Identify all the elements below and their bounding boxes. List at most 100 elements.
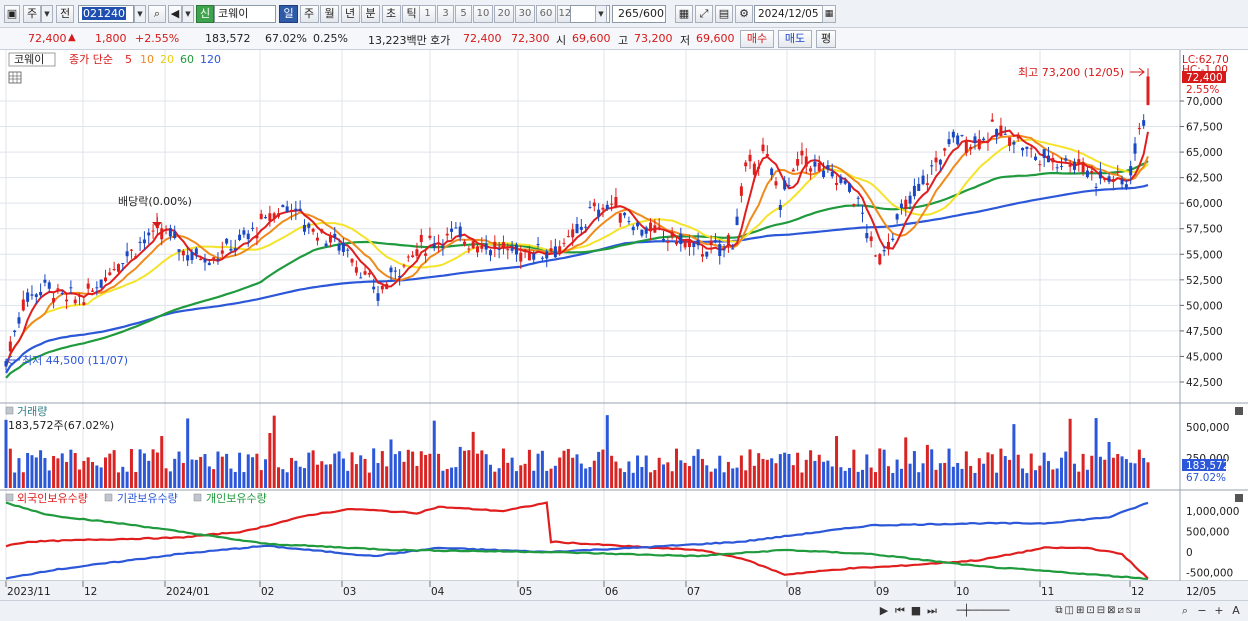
chart-settings-icon[interactable]: ▦: [675, 5, 693, 23]
volume-bar: [804, 459, 808, 488]
candle-body: [1081, 162, 1085, 173]
volume-bar: [683, 462, 687, 488]
scroll-right-icon[interactable]: ▶: [879, 604, 889, 617]
volume-bar: [861, 469, 864, 488]
period-dropdown-icon[interactable]: ▼: [41, 5, 53, 23]
volume-bar: [1085, 469, 1089, 488]
calendar-icon[interactable]: ▦: [822, 5, 836, 23]
gear-icon[interactable]: ⚙: [735, 5, 753, 23]
timeframe-tab-2[interactable]: 월: [320, 5, 339, 23]
volume-panel-close-icon[interactable]: [1235, 407, 1243, 415]
search-icon[interactable]: ⌕: [148, 5, 166, 23]
table-toggle-icon[interactable]: [8, 71, 22, 84]
volume-bar: [869, 467, 873, 488]
zoom-slider[interactable]: ─┼──────: [956, 604, 1010, 617]
candle-body: [601, 207, 605, 210]
candle-body: [636, 222, 640, 227]
interval-button-3[interactable]: 3: [437, 5, 454, 23]
x-axis-tick: 08: [788, 586, 801, 598]
buy-button[interactable]: 매수: [740, 30, 774, 48]
volume-bar: [601, 449, 605, 488]
drawing-tools-icon[interactable]: ⧉◫⊞⊡⊟⊠⧄⧅⧆: [1055, 605, 1143, 616]
chart-area[interactable]: 코웨이 종가 단순 5 10 20 60 120 최고 73,200 (12/0…: [0, 50, 1248, 621]
volume-bar: [990, 454, 994, 488]
volume-bar: [454, 467, 458, 488]
volume-bar: [791, 465, 795, 488]
holdings-axis-tick: 0: [1186, 547, 1193, 559]
candle-body: [644, 227, 648, 234]
period-selector[interactable]: 주: [23, 5, 41, 23]
jump-end-icon[interactable]: ⏭: [927, 604, 937, 617]
last-pct-tag: 2.55%: [1186, 84, 1219, 96]
timeframe-tab-4[interactable]: 분: [361, 5, 380, 23]
candle-body: [298, 208, 302, 211]
speaker-dropdown-icon[interactable]: ▼: [182, 5, 194, 23]
interval-button-20[interactable]: 20: [494, 5, 514, 23]
previous-button[interactable]: 전: [56, 5, 74, 23]
timeframe-tab-3[interactable]: 년: [340, 5, 360, 23]
candle-body: [553, 246, 557, 258]
stock-code-input[interactable]: 021240: [78, 5, 134, 23]
candle-body: [1120, 179, 1124, 185]
candle-body: [848, 183, 852, 192]
volume-bar: [506, 462, 510, 488]
stock-name-field[interactable]: 코웨이: [214, 5, 276, 23]
draw-tool-icon[interactable]: ⤢: [695, 5, 713, 23]
volume-bar: [986, 452, 990, 488]
stock-tag: 코웨이: [14, 53, 44, 66]
font-size-icon[interactable]: A: [1232, 604, 1240, 617]
candle-body: [830, 171, 834, 177]
data-count-field[interactable]: 265 /600: [612, 5, 666, 23]
volume-bar: [597, 451, 601, 488]
candle-body: [869, 236, 873, 242]
candle-body: [281, 205, 285, 208]
volume-bar: [1094, 418, 1098, 488]
chart-canvas[interactable]: 코웨이 종가 단순 5 10 20 60 120 최고 73,200 (12/0…: [0, 50, 1248, 621]
candle-body: [735, 216, 739, 225]
volume-bar: [722, 472, 726, 488]
interval-button-60[interactable]: 60: [536, 5, 556, 23]
candle-body: [17, 317, 21, 324]
ma-legend-5: 5: [125, 53, 132, 66]
volume-bar: [757, 453, 761, 488]
timeframe-tab-5[interactable]: 초: [381, 5, 401, 23]
volume-panel-icon[interactable]: [5, 406, 14, 415]
open-label: 시: [556, 34, 567, 47]
interval-button-30[interactable]: 30: [515, 5, 535, 23]
custom-interval-dropdown-icon[interactable]: ▼: [595, 5, 607, 23]
interval-button-1[interactable]: 1: [419, 5, 436, 23]
ma-legend-10: 10: [140, 53, 154, 66]
volume-bar: [1107, 441, 1111, 488]
holdings-panel-icon[interactable]: [5, 493, 14, 502]
volume-bar: [337, 451, 341, 488]
evaluate-button[interactable]: 평: [816, 30, 836, 48]
volume-bar: [752, 465, 756, 488]
volume-bar: [584, 468, 588, 488]
stock-code-dropdown-icon[interactable]: ▼: [134, 5, 146, 23]
stop-icon[interactable]: ■: [910, 604, 922, 617]
candle-body: [623, 212, 627, 216]
timeframe-tab-0[interactable]: 일: [279, 5, 298, 23]
interval-button-5[interactable]: 5: [455, 5, 472, 23]
last-price-tag: 72,400: [1186, 72, 1223, 84]
volume-bar: [605, 415, 609, 488]
save-icon[interactable]: ▤: [715, 5, 733, 23]
jump-start-icon[interactable]: ⏮: [895, 604, 905, 617]
zoom-search-icon[interactable]: ⌕: [1181, 604, 1189, 617]
window-menu-icon[interactable]: ▣: [4, 5, 20, 23]
candle-body: [744, 162, 748, 167]
volume-bar: [995, 472, 999, 488]
holdings-line-institution: [5, 501, 1149, 580]
date-input[interactable]: 2024/12/05: [754, 5, 824, 23]
zoom-out-icon[interactable]: −: [1197, 604, 1207, 617]
timeframe-tab-1[interactable]: 주: [299, 5, 319, 23]
volume-bar: [320, 461, 324, 488]
speaker-icon[interactable]: ◀: [168, 5, 182, 23]
candle-body: [1098, 171, 1102, 179]
zoom-in-icon[interactable]: +: [1214, 604, 1224, 617]
sell-button[interactable]: 매도: [778, 30, 812, 48]
candle-body: [718, 244, 722, 256]
holdings-panel-close-icon[interactable]: [1235, 494, 1243, 502]
interval-button-10[interactable]: 10: [473, 5, 493, 23]
candle-body: [964, 141, 968, 153]
